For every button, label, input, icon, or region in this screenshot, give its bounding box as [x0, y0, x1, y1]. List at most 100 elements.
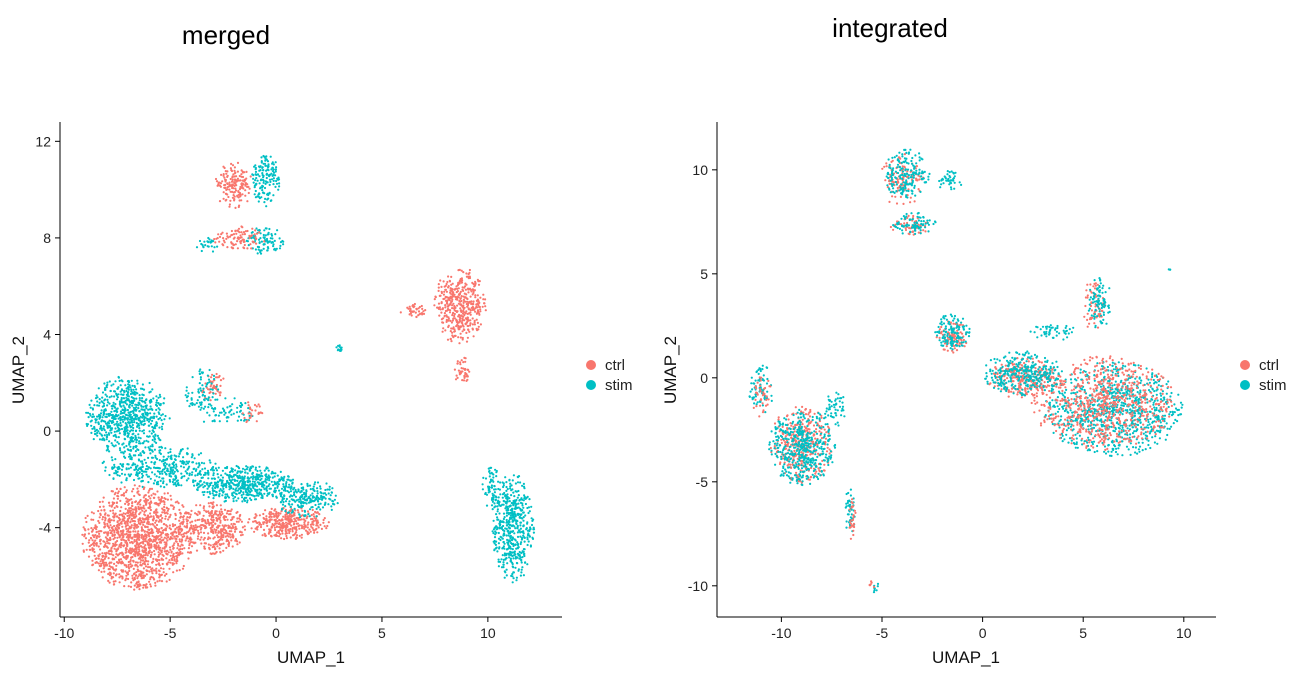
point-stim	[282, 489, 285, 492]
point-stim	[104, 398, 107, 401]
point-ctrl	[168, 559, 171, 562]
point-ctrl	[128, 567, 131, 570]
point-stim	[137, 407, 140, 410]
point-stim	[211, 388, 214, 391]
point-stim	[144, 461, 148, 464]
point-ctrl	[459, 307, 462, 310]
point-stim	[212, 392, 215, 395]
point-stim	[98, 417, 101, 420]
point-stim	[217, 388, 220, 391]
point-ctrl	[236, 517, 239, 520]
point-stim	[186, 462, 190, 465]
point-stim	[203, 240, 206, 243]
point-ctrl	[85, 520, 88, 524]
point-ctrl	[242, 238, 245, 241]
point-stim	[503, 547, 506, 550]
point-ctrl	[279, 512, 282, 515]
point-stim	[155, 399, 158, 402]
point-stim	[526, 529, 530, 532]
point-ctrl	[142, 574, 145, 577]
point-stim	[108, 433, 111, 436]
point-ctrl	[140, 519, 143, 523]
point-stim	[171, 466, 174, 469]
point-stim	[161, 428, 164, 431]
point-stim	[493, 536, 497, 539]
point-stim	[137, 454, 140, 457]
point-ctrl	[469, 322, 472, 325]
point-ctrl	[464, 357, 467, 360]
point-ctrl	[476, 321, 479, 324]
point-ctrl	[230, 508, 233, 511]
point-stim	[174, 467, 177, 470]
point-ctrl	[204, 542, 207, 545]
point-stim	[516, 552, 520, 555]
point-ctrl	[463, 292, 466, 295]
point-ctrl	[458, 373, 461, 376]
point-stim	[240, 419, 243, 422]
point-stim	[140, 404, 143, 407]
point-ctrl	[450, 283, 453, 286]
point-ctrl	[135, 571, 138, 574]
point-ctrl	[174, 528, 177, 531]
point-ctrl	[213, 528, 216, 531]
point-stim	[139, 421, 142, 424]
point-ctrl	[181, 567, 185, 570]
point-stim	[91, 427, 94, 430]
point-ctrl	[91, 528, 95, 531]
point-ctrl	[250, 527, 253, 530]
point-ctrl	[271, 523, 274, 526]
point-stim	[505, 524, 508, 527]
point-stim	[270, 172, 273, 175]
point-ctrl	[135, 507, 138, 510]
point-ctrl	[108, 529, 112, 532]
point-ctrl	[243, 525, 246, 528]
point-ctrl	[131, 511, 135, 514]
point-ctrl	[450, 340, 453, 343]
point-stim	[165, 463, 168, 466]
point-ctrl	[116, 520, 119, 523]
point-stim	[158, 393, 161, 396]
point-stim	[106, 383, 109, 386]
point-ctrl	[181, 523, 184, 526]
point-stim	[270, 199, 273, 202]
point-stim	[113, 445, 116, 448]
point-stim	[514, 515, 517, 518]
point-ctrl	[165, 537, 168, 540]
point-ctrl	[219, 521, 222, 524]
point-ctrl	[465, 375, 468, 378]
point-stim	[101, 434, 104, 437]
point-stim	[265, 173, 268, 176]
point-stim	[90, 424, 93, 427]
point-ctrl	[162, 571, 165, 574]
point-stim	[526, 538, 529, 541]
point-stim	[131, 421, 134, 424]
point-stim	[522, 574, 526, 577]
point-ctrl	[123, 585, 126, 588]
point-ctrl	[218, 510, 221, 513]
point-ctrl	[124, 547, 127, 550]
point-ctrl	[154, 558, 157, 561]
point-ctrl	[322, 521, 325, 524]
point-ctrl	[163, 523, 166, 526]
point-stim	[511, 536, 514, 539]
point-ctrl	[214, 543, 217, 546]
point-ctrl	[181, 547, 184, 551]
point-ctrl	[103, 523, 106, 526]
point-stim	[212, 474, 215, 477]
point-ctrl	[107, 572, 110, 576]
point-ctrl	[199, 531, 203, 534]
point-ctrl	[137, 530, 140, 533]
point-ctrl	[474, 310, 477, 313]
point-ctrl	[92, 541, 96, 544]
point-stim	[108, 396, 111, 399]
point-stim	[510, 517, 513, 520]
point-ctrl	[123, 563, 126, 566]
point-ctrl	[119, 487, 122, 490]
point-ctrl	[451, 331, 454, 334]
point-stim	[511, 562, 514, 566]
point-ctrl	[276, 531, 279, 534]
point-ctrl	[97, 557, 100, 560]
point-stim	[164, 414, 167, 418]
point-stim	[218, 411, 222, 414]
